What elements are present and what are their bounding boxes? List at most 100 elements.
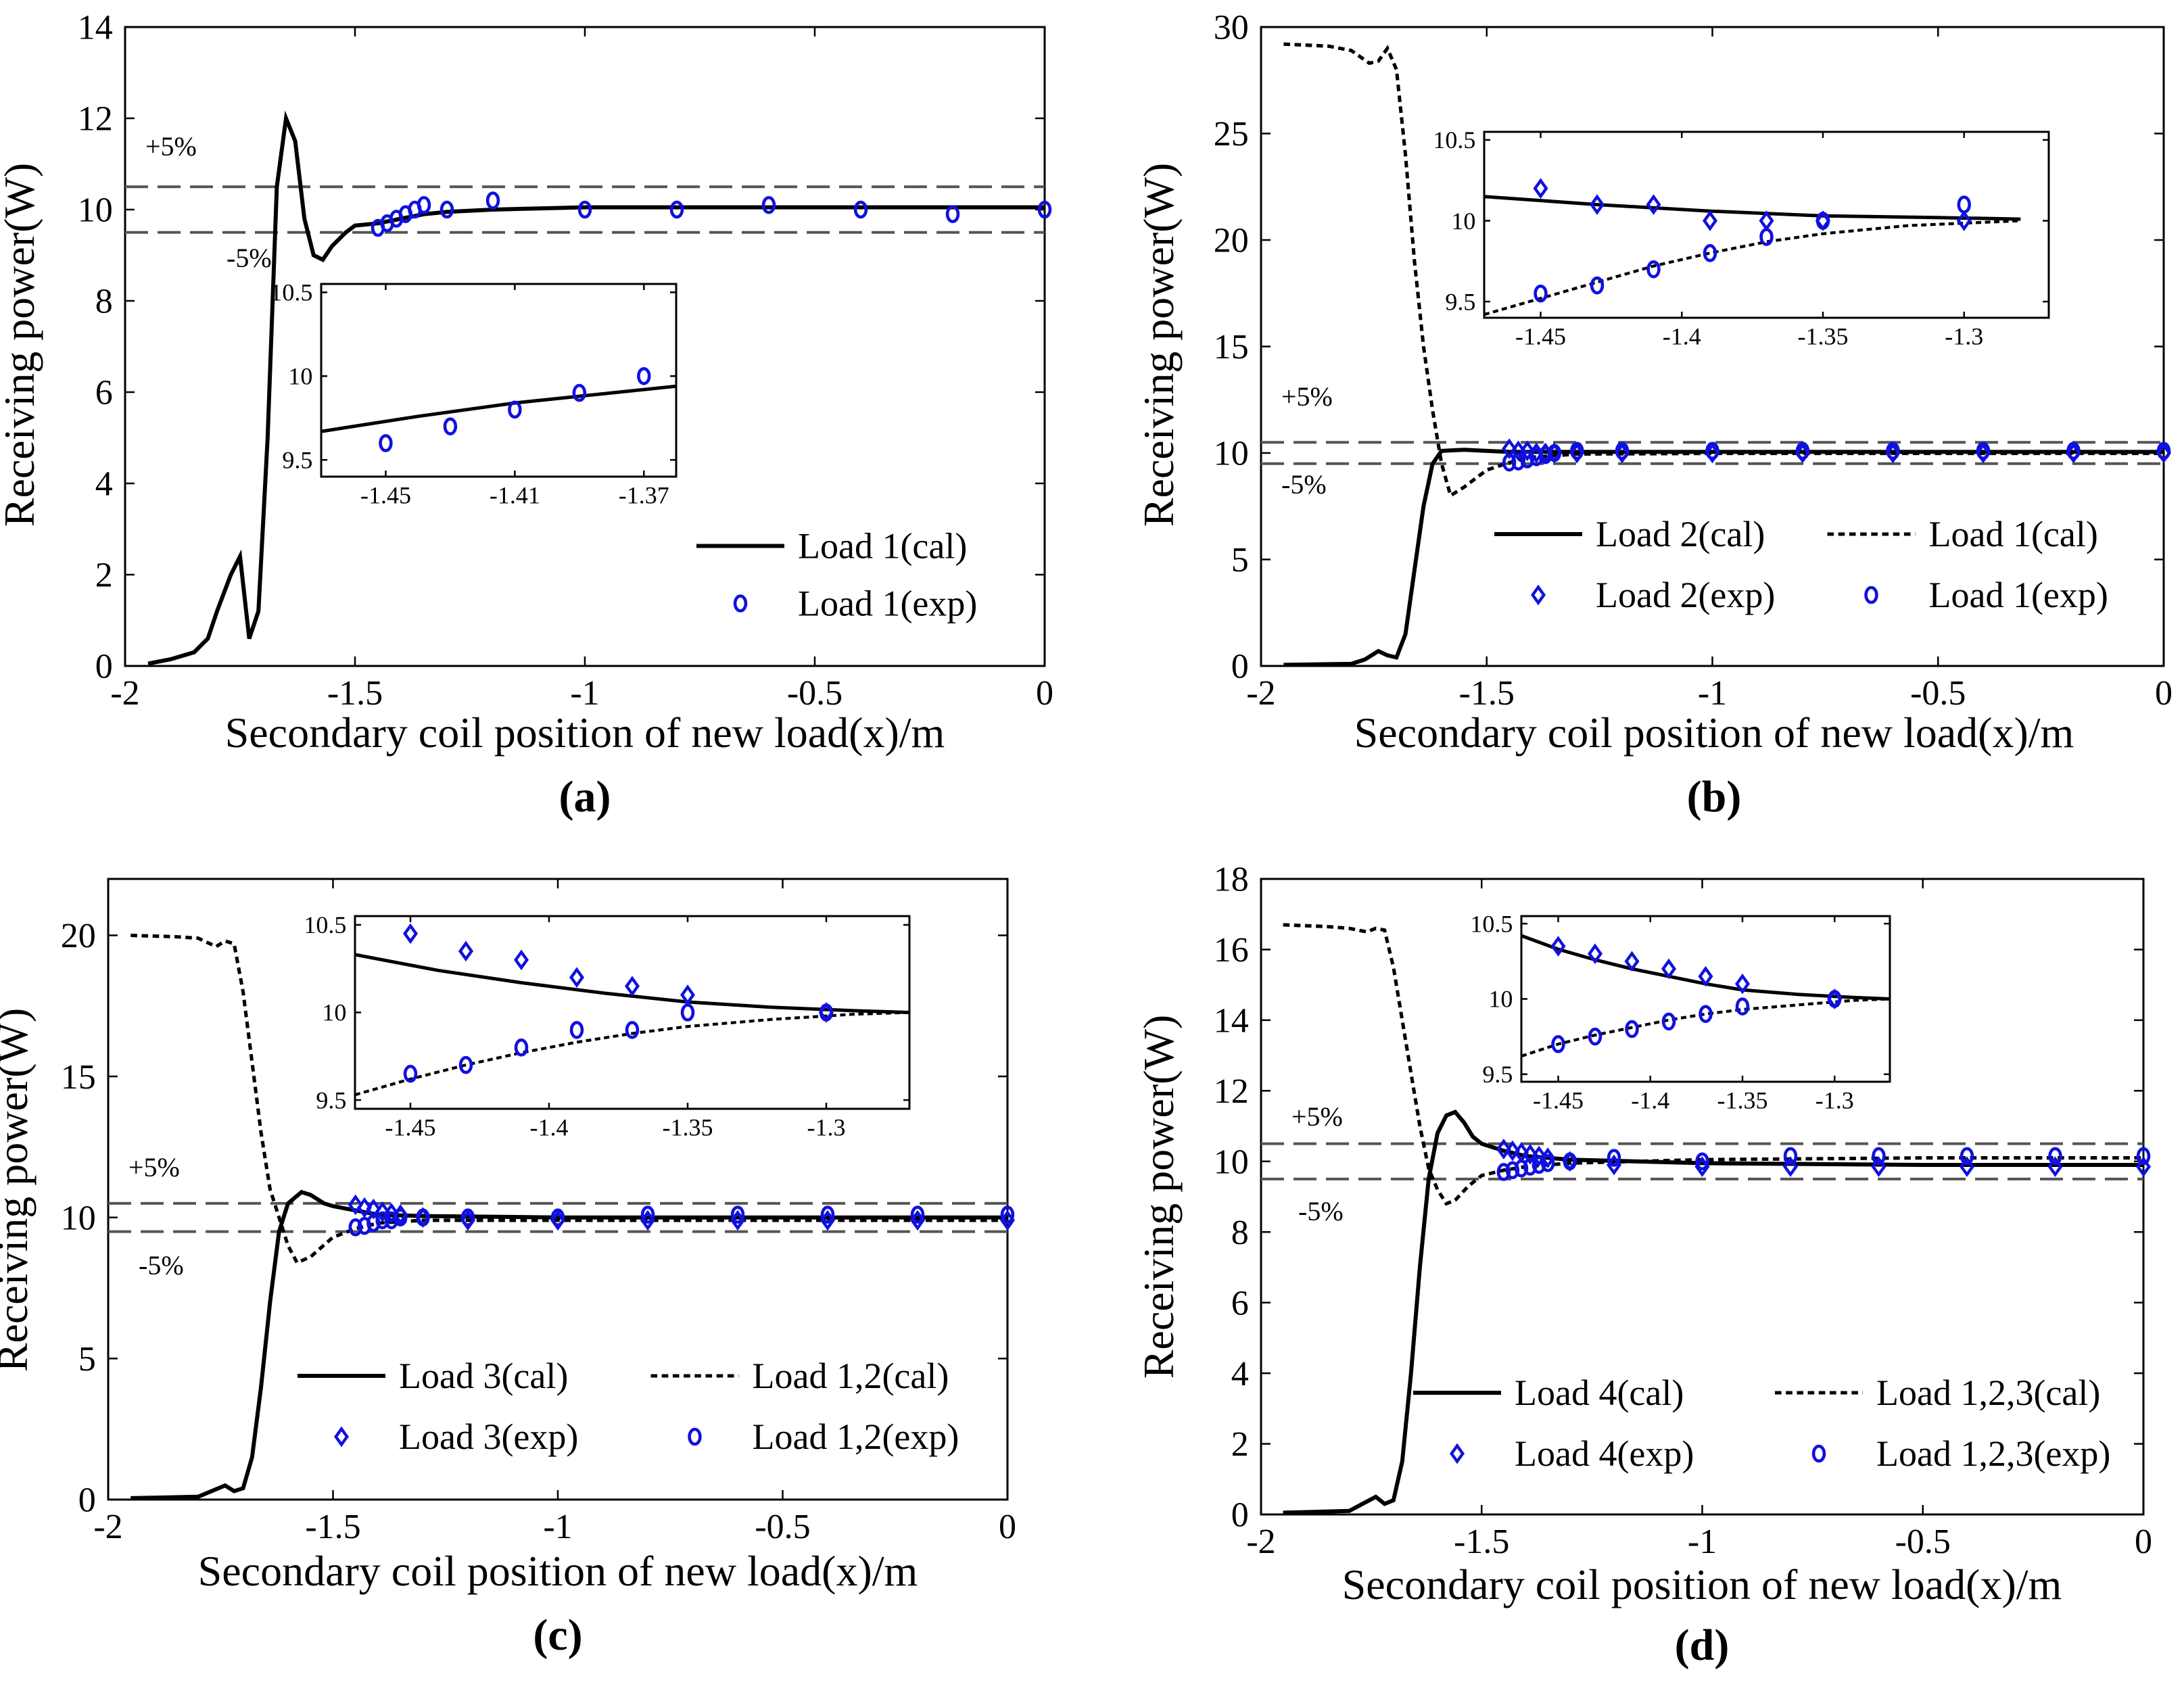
panel-d-ytick-label: 8	[1231, 1214, 1249, 1252]
panel-d-inset-series-3-markers	[1551, 990, 1842, 1053]
panel-a-ytick-label: 8	[95, 283, 113, 321]
panel-b-ytick-label: 10	[1214, 435, 1249, 473]
panel-b-series-2-point	[2156, 442, 2172, 464]
panel-c-label: (c)	[533, 1610, 582, 1660]
panel-b-inset-series-3-point	[1815, 212, 1830, 230]
panel-d-inset-series-3-point	[1551, 1035, 1565, 1053]
panel-a-legend: Load 1(cal) Load 1(exp)	[696, 526, 977, 624]
panel-c-ytick-label: 0	[78, 1481, 96, 1520]
panel-b-series-2-point	[1569, 442, 1585, 464]
panel-b-inset-ytick-label: 9.5	[1445, 288, 1475, 315]
panel-d-ytick-label: 2	[1231, 1425, 1249, 1464]
panel-b-ytick-label: 15	[1214, 328, 1249, 366]
panel-d-legend-label: Load 4(exp)	[1515, 1433, 1694, 1474]
panel-c-ytick-label: 5	[78, 1340, 96, 1379]
panel-a-xtick-label: -2	[110, 674, 139, 713]
panel-b-inset-ytick-label: 10.5	[1433, 126, 1475, 153]
panel-c-inset-frame	[354, 915, 911, 1110]
panel-a-series	[147, 110, 1052, 666]
panel-a-inset-xtick-label: -1.41	[490, 482, 540, 509]
panel-d-inset-xtick-label: -1.4	[1631, 1087, 1669, 1114]
panel-b-inset-series-2-point	[1956, 210, 1972, 231]
panel-a-series-1-point	[853, 200, 868, 219]
panel-a-label: (a)	[559, 772, 611, 821]
panel-d-xlabel: Secondary coil position of new load(x)/m	[1342, 1560, 2062, 1608]
panel-b-series-2-point	[1975, 442, 1991, 464]
panel-b-legend-label: Load 2(cal)	[1596, 514, 1765, 554]
panel-c-legend-label: Load 3(exp)	[399, 1416, 578, 1457]
panel-b-series-2-point	[1795, 442, 1811, 464]
panel-b-legend-swatch	[1864, 585, 1878, 604]
panel-b-xtick-label: -2	[1246, 674, 1275, 713]
panel-b-legend: Load 2(cal) Load 1(cal) Load 2(exp) Load 1(…	[1494, 514, 2108, 615]
panel-b-inset-frame	[1483, 130, 2050, 319]
panel-c-tolerance-band: +5% -5%	[108, 1152, 1007, 1281]
panel-b-ylabel: Receiving power(W)	[1135, 163, 1183, 527]
panel-a-xtick-label: -1	[570, 674, 599, 713]
panel-d-ylabel: Receiving power(W)	[1135, 1015, 1183, 1379]
panel-d-series-2-point	[1959, 1156, 1975, 1177]
panel-d-legend-item: Load 1,2,3(exp)	[1811, 1433, 2110, 1474]
panel-c-series-2-point	[550, 1210, 566, 1231]
panel-d-inset-ytick-label: 10.5	[1470, 910, 1513, 937]
panel-d-xtick-label: -2	[1246, 1523, 1275, 1561]
panel-c-xtick-label: -1	[543, 1508, 572, 1546]
panel-c-xtick-label: 0	[999, 1508, 1016, 1546]
panel-a-lower-band-label: -5%	[227, 243, 272, 273]
panel-b-inset-xtick-label: -1.4	[1663, 323, 1701, 350]
panel-c-xtick-label: -0.5	[755, 1508, 810, 1546]
panel-a-series-1-point	[417, 195, 431, 214]
panel-c-legend-swatch	[333, 1426, 350, 1448]
panel-d-inset-series-2-point	[1587, 943, 1603, 964]
panel-b-legend-swatch	[1530, 584, 1546, 606]
panel-c-series-3-point	[416, 1208, 430, 1227]
panel-c-series-3-point	[1000, 1205, 1015, 1224]
panel-b-inset-xtick-label: -1.45	[1515, 323, 1566, 350]
panel-b-inset-series-3-point	[1646, 260, 1661, 279]
panel-b-legend-label: Load 1(exp)	[1929, 575, 2108, 615]
panel-a-series-1-point	[761, 195, 776, 214]
panel-d-xtick-label: -0.5	[1895, 1523, 1951, 1561]
panel-d-series-2-point	[1871, 1156, 1886, 1177]
panel-b-ytick-label: 25	[1214, 115, 1249, 153]
panel-a-series-1-point	[669, 200, 684, 219]
panel-a-ytick-label: 14	[78, 9, 113, 47]
panel-b-legend-item: Load 1(exp)	[1864, 575, 2108, 615]
panel-d-series-2-point	[1532, 1145, 1547, 1167]
panel-d-xtick-label: 0	[2135, 1523, 2152, 1561]
panel-a-series-1-point	[577, 200, 592, 219]
panel-c-series-3-point	[820, 1205, 835, 1224]
panel-c-inset-series-3-point	[458, 1055, 473, 1074]
panel-d-series-3-point	[1872, 1147, 1886, 1166]
panel-a-ytick-label: 6	[95, 374, 113, 412]
panel-b-ytick-label: 30	[1214, 9, 1249, 47]
panel-b-series-2-point	[1705, 442, 1720, 464]
panel-b-series-3-markers	[1502, 441, 2171, 472]
panel-d-inset-series-3-point	[1661, 1012, 1676, 1031]
panel-b-inset-ytick-label: 10	[1451, 208, 1475, 235]
panel-c-series-2-point	[460, 1210, 476, 1231]
panel-d-series-3-point	[2048, 1147, 2062, 1166]
panel-d-upper-band-label: +5%	[1291, 1101, 1343, 1132]
panel-c-series-3-point	[640, 1205, 655, 1224]
panel-d-series-3-markers	[1496, 1147, 2151, 1181]
panel-d-series-2-point	[1522, 1144, 1538, 1165]
panel-a-series-1-point	[440, 200, 454, 219]
panel-d-inset-series-2-point	[1734, 973, 1751, 995]
panel-a-upper-band-label: +5%	[145, 131, 197, 162]
panel-a-inset-series-1-point	[443, 417, 458, 435]
panel-b-inset-xtick-label: -1.3	[1945, 323, 1983, 350]
panel-c-xlabel: Secondary coil position of new load(x)/m	[198, 1547, 918, 1595]
panel-d-series-0-line	[1283, 1109, 2143, 1514]
panel-d-legend-swatch	[1811, 1444, 1826, 1463]
panel-b-inset-series-3-point	[1590, 276, 1605, 295]
panel-c-inset-series-3-point	[680, 1003, 695, 1022]
panel-d-inset-series-2-point	[1624, 951, 1640, 972]
panel-b-legend-item: Load 2(cal)	[1494, 514, 1765, 554]
panel-d-inset-series-0-line	[1521, 934, 1890, 1001]
panel-c-inset-xtick-label: -1.4	[530, 1114, 569, 1141]
panel-d-legend-label: Load 1,2,3(exp)	[1876, 1433, 2110, 1474]
panel-b-series	[1283, 42, 2172, 666]
panel-d-series-3-point	[1783, 1147, 1798, 1166]
